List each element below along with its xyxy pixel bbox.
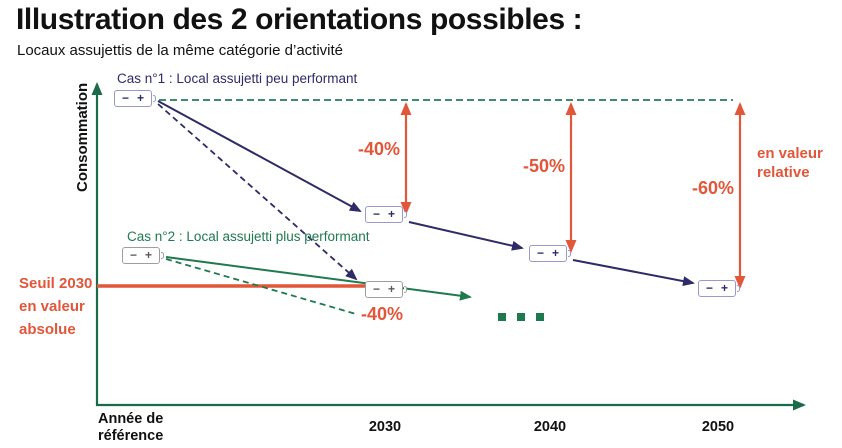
battery-minus-sign: −	[130, 248, 138, 262]
battery-minus-sign: −	[537, 246, 545, 260]
case1-dashed-projection-arrow	[157, 103, 358, 281]
case1-segment-2050	[572, 259, 695, 287]
battery-plus-sign: +	[387, 282, 395, 296]
case1-segment-2030	[157, 100, 362, 212]
case2-solid-arrow	[165, 256, 472, 301]
page-subtitle: Locaux assujettis de la même catégorie d…	[17, 42, 344, 59]
y-axis-label: Consommation	[74, 82, 91, 192]
case2-label: Cas n°2 : Local assujetti plus performan…	[127, 229, 370, 244]
battery-icon-case1-2040: − +	[529, 245, 571, 262]
battery-minus-sign: −	[373, 207, 381, 221]
battery-minus-sign: −	[373, 282, 381, 296]
battery-plus-sign: +	[720, 281, 728, 295]
reduction-pct-2030: -40%	[357, 139, 400, 159]
case2-dashed-projection	[165, 258, 357, 315]
battery-icon-case1-2050: − +	[698, 280, 740, 297]
relative-value-label: en valeur relative	[757, 145, 823, 181]
threshold-2030-label: Seuil 2030 en valeur absolue	[19, 275, 93, 338]
battery-icon-case2-start: − +	[122, 247, 164, 264]
battery-plus-sign: +	[387, 207, 395, 221]
battery-plus-sign: +	[144, 248, 152, 262]
battery-minus-sign: −	[122, 91, 130, 105]
case1-segment-2040	[408, 221, 524, 251]
reduction-pct-2040: -50%	[522, 156, 565, 176]
x-tick-2030: 2030	[368, 419, 402, 435]
battery-icon-case1-start: − +	[114, 90, 156, 107]
case1-label: Cas n°1 : Local assujetti peu performant	[117, 71, 358, 86]
reduction-pct-2030-case2: -40%	[361, 304, 404, 324]
x-tick-2040: 2040	[533, 419, 567, 435]
battery-plus-sign: +	[136, 91, 144, 105]
battery-minus-sign: −	[706, 281, 714, 295]
x-tick-2050: 2050	[701, 419, 735, 435]
battery-icon-threshold-2030: − +	[365, 281, 407, 298]
battery-icon-case1-2030: − +	[365, 206, 407, 223]
continuation-dots-icon	[498, 313, 548, 322]
page-title: Illustration des 2 orientations possible…	[16, 3, 583, 36]
x-tick-reference-year: Année de référence	[98, 411, 164, 444]
reduction-pct-2050: -60%	[691, 178, 734, 198]
battery-plus-sign: +	[551, 246, 559, 260]
